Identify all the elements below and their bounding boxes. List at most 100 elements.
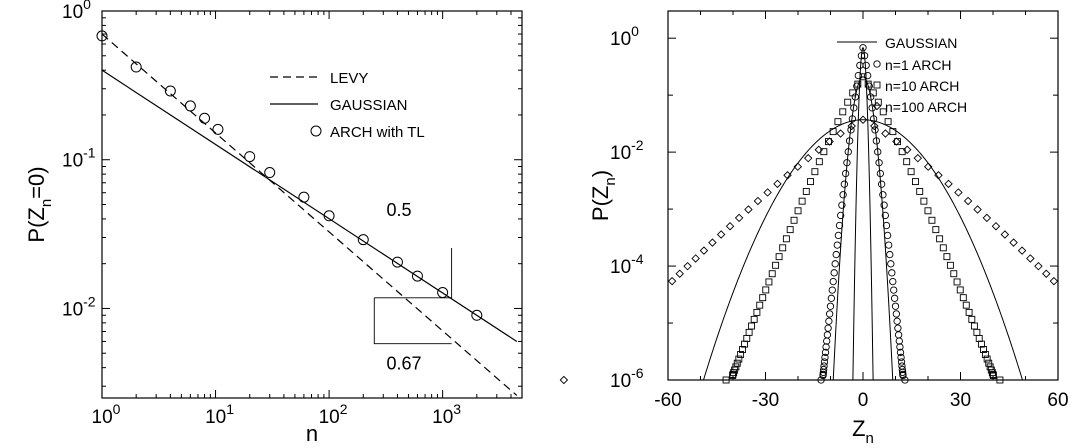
data-point — [815, 158, 823, 166]
data-point — [959, 294, 967, 302]
data-point — [902, 145, 912, 154]
data-point — [675, 269, 684, 278]
plot-frame — [101, 10, 523, 399]
legend-label: ARCH with TL — [330, 124, 425, 141]
legend-label: GAUSSIAN — [885, 35, 957, 51]
data-point — [989, 372, 997, 379]
data-point — [845, 137, 854, 145]
data-point — [896, 343, 904, 351]
data-point — [832, 250, 840, 259]
legend-label: GAUSSIAN — [330, 97, 408, 114]
data-point — [782, 235, 790, 243]
data-point — [916, 187, 924, 195]
data-point — [893, 317, 901, 325]
data-point — [793, 162, 803, 171]
data-point — [913, 153, 923, 163]
y-tick-label: 100 — [62, 0, 91, 23]
data-point — [844, 148, 852, 156]
gaussian-curve — [702, 119, 1024, 380]
data-point — [889, 277, 897, 286]
data-point — [772, 261, 780, 269]
data-point — [411, 270, 423, 282]
x-tick-label: 60 — [1047, 390, 1068, 411]
data-point — [790, 216, 798, 224]
x-axis-label: n — [306, 421, 318, 446]
data-point — [953, 278, 961, 286]
legend-square-sample — [873, 81, 881, 89]
data-point — [884, 118, 892, 126]
data-point — [901, 376, 909, 384]
data-point — [843, 159, 851, 167]
data-point — [875, 159, 883, 167]
data-point — [962, 301, 970, 309]
data-point — [825, 137, 834, 146]
data-point — [836, 129, 845, 138]
data-point — [950, 270, 958, 278]
data-point — [733, 359, 741, 367]
data-point — [829, 128, 837, 136]
data-point — [821, 348, 830, 357]
data-point — [823, 337, 831, 345]
data-point — [889, 128, 897, 136]
data-point — [737, 351, 745, 358]
data-point — [894, 331, 903, 339]
data-point — [907, 168, 915, 176]
data-point — [802, 187, 810, 195]
data-point — [946, 261, 954, 269]
y-axis-label: P(Zn=0) — [24, 166, 55, 242]
data-point — [798, 197, 806, 205]
slope-triangle — [374, 247, 453, 299]
data-point — [735, 355, 743, 363]
data-point — [807, 178, 814, 186]
data-point — [847, 121, 856, 131]
data-point — [184, 100, 196, 112]
data-point — [880, 201, 888, 209]
legend-circle-sample — [310, 125, 322, 137]
data-point — [899, 371, 907, 380]
data-point — [936, 235, 944, 243]
data-point — [876, 169, 885, 178]
data-point — [725, 222, 735, 231]
data-point — [954, 188, 963, 197]
data-point — [872, 137, 881, 145]
data-point — [858, 115, 868, 124]
data-point — [753, 196, 763, 206]
data-point — [683, 261, 692, 271]
data-point — [859, 44, 867, 52]
data-point — [871, 126, 879, 134]
data-point — [820, 358, 829, 366]
data-point — [745, 328, 753, 336]
data-point — [1009, 238, 1018, 247]
data-point — [996, 376, 1004, 384]
data-point — [264, 167, 276, 179]
data-point — [924, 207, 932, 215]
data-point — [881, 129, 890, 138]
data-point — [786, 226, 794, 234]
data-point — [756, 301, 764, 309]
data-point — [854, 80, 862, 88]
data-point — [819, 371, 827, 380]
gaussian-curve — [852, 47, 874, 380]
data-point — [864, 71, 872, 80]
x-tick-label: 101 — [205, 401, 234, 428]
slope-annotation: 0.5 — [386, 200, 411, 220]
x-tick-label: 100 — [92, 401, 121, 428]
data-point — [212, 123, 224, 135]
data-point — [744, 205, 753, 214]
data-point — [833, 241, 841, 249]
data-point — [980, 346, 987, 353]
data-point — [827, 294, 836, 302]
data-point — [991, 222, 1001, 231]
data-point — [822, 343, 830, 351]
data-point — [885, 241, 893, 249]
data-point — [750, 315, 758, 323]
data-point — [963, 196, 973, 206]
data-point — [779, 244, 787, 252]
data-point — [768, 270, 776, 278]
data-point — [1034, 261, 1043, 271]
data-point — [860, 52, 869, 60]
data-point — [559, 375, 569, 385]
data-point — [1017, 246, 1027, 255]
data-point — [865, 82, 873, 90]
